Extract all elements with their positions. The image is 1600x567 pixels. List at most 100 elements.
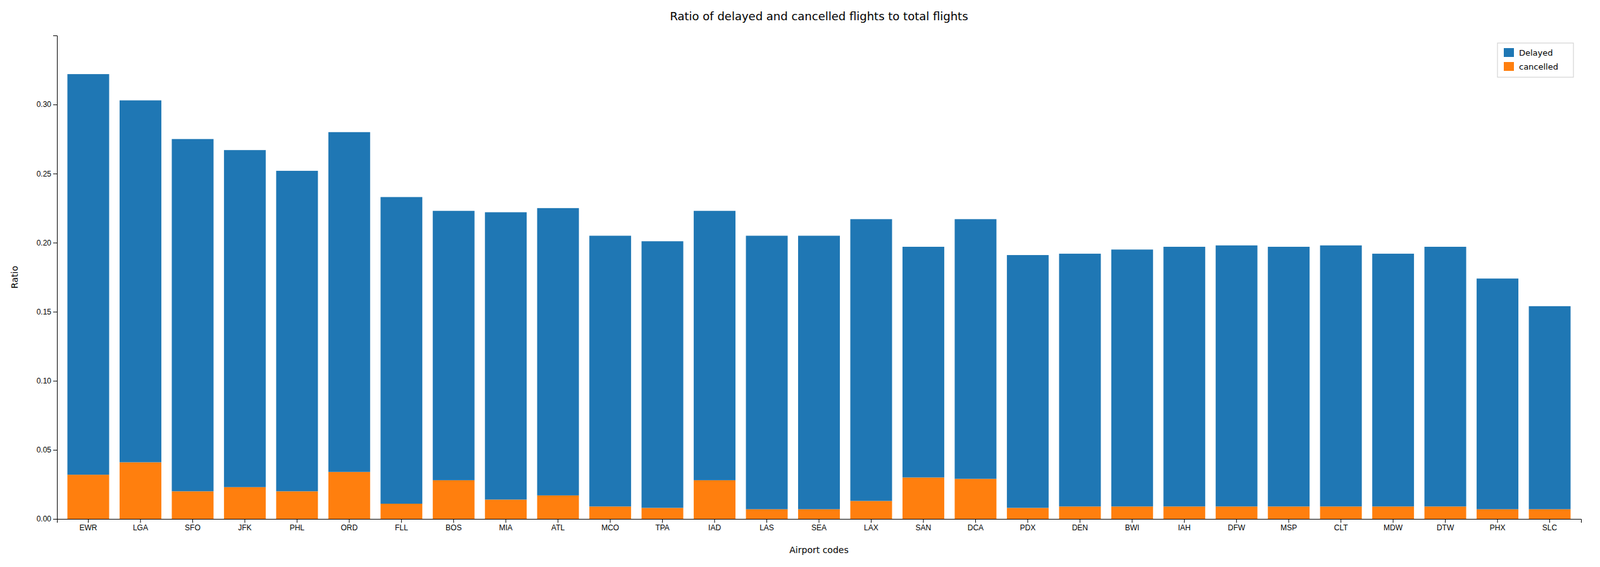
bar xyxy=(1372,506,1414,519)
chart: EWRLGASFOJFKPHLORDFLLBOSMIAATLMCOTPAIADL… xyxy=(0,0,1600,567)
bar xyxy=(1424,246,1467,507)
x-tick-mark xyxy=(1497,518,1499,523)
bar xyxy=(224,150,266,488)
x-tick: DEN xyxy=(1072,518,1088,533)
legend-label: Delayed xyxy=(1518,48,1554,58)
bar xyxy=(1006,508,1049,519)
x-tick: ATL xyxy=(551,518,565,533)
bar xyxy=(484,499,527,519)
bar xyxy=(328,472,371,519)
x-tick: FLL xyxy=(394,518,409,533)
x-tick: PDX xyxy=(1020,518,1037,533)
x-tick: MSP xyxy=(1280,518,1297,533)
axis-line xyxy=(57,519,1582,524)
x-tick-mark xyxy=(453,518,454,523)
x-tick: BOS xyxy=(445,518,462,533)
y-tick-mark xyxy=(53,312,57,313)
x-tick-label: PDX xyxy=(1020,523,1037,533)
bar xyxy=(432,210,475,481)
x-tick: EWR xyxy=(79,518,97,533)
x-tick-label: LGA xyxy=(132,523,149,533)
bar xyxy=(275,491,318,519)
x-tick-mark xyxy=(818,518,820,523)
legend-item: cancelled xyxy=(1503,62,1559,72)
x-tick: LAS xyxy=(759,518,775,533)
x-tick-label: IAD xyxy=(708,523,721,533)
legend: Delayed cancelled xyxy=(1497,43,1574,78)
y-tick-mark xyxy=(53,381,57,382)
x-tick-mark xyxy=(348,518,350,523)
x-tick: SFO xyxy=(184,518,201,533)
y-tick-label: 0.05 xyxy=(36,445,52,455)
x-tick-label: BOS xyxy=(445,523,462,533)
bar xyxy=(119,100,162,463)
x-tick-mark xyxy=(244,518,245,523)
x-axis-title: Airport codes xyxy=(789,544,849,556)
x-tick: DTW xyxy=(1436,518,1455,533)
x-tick-mark xyxy=(192,518,194,523)
y-tick-label: 0.30 xyxy=(36,100,52,109)
x-tick-mark xyxy=(1027,518,1028,523)
x-tick-mark xyxy=(1131,518,1133,523)
x-tick-mark xyxy=(766,518,768,523)
x-tick-label: JFK xyxy=(237,523,252,533)
x-tick: BWI xyxy=(1124,518,1140,533)
bar xyxy=(1372,253,1414,507)
bar xyxy=(641,241,684,508)
x-tick-mark xyxy=(505,518,507,523)
x-tick: CLT xyxy=(1334,518,1349,533)
x-tick: SLC xyxy=(1542,518,1558,533)
x-tick-label: MDW xyxy=(1383,523,1404,533)
bar xyxy=(537,208,580,496)
bar xyxy=(1006,255,1049,508)
x-tick-label: PHX xyxy=(1489,523,1506,533)
bar xyxy=(798,509,840,519)
bar xyxy=(380,196,423,504)
legend-swatch xyxy=(1503,48,1514,57)
y-tick-label: 0.20 xyxy=(36,238,52,248)
x-tick-mark xyxy=(1393,518,1394,523)
bar xyxy=(641,508,684,519)
y-axis-title: Ratio xyxy=(9,265,20,289)
x-tick-mark xyxy=(557,518,559,523)
bar xyxy=(798,236,840,510)
bar xyxy=(1320,506,1363,519)
x-tick: LGA xyxy=(132,518,149,533)
x-tick-mark xyxy=(1236,518,1237,523)
x-tick-label: DTW xyxy=(1436,523,1455,533)
x-tick-mark xyxy=(139,518,141,523)
y-tick-label: 0.25 xyxy=(36,169,52,179)
bar xyxy=(1163,246,1206,507)
x-tick-label: MCO xyxy=(601,523,619,533)
x-tick: IAD xyxy=(708,518,721,533)
y-tick-mark xyxy=(53,450,57,451)
y-tick-mark xyxy=(53,242,57,244)
x-tick-label: FLL xyxy=(394,523,409,533)
x-tick: PHL xyxy=(289,518,306,533)
x-tick-label: MIA xyxy=(499,523,513,533)
x-tick-label: DFW xyxy=(1227,523,1246,533)
y-axis: 0.000.050.100.150.200.250.30 xyxy=(36,36,58,525)
bar xyxy=(328,132,371,473)
x-tick: ORD xyxy=(340,518,358,533)
x-tick: DCA xyxy=(967,518,984,533)
bar xyxy=(1215,245,1258,507)
bar xyxy=(1111,506,1154,519)
bar xyxy=(1267,246,1310,507)
x-tick-label: MSP xyxy=(1280,523,1297,533)
bars xyxy=(67,74,1571,519)
bar xyxy=(275,170,318,492)
x-tick: SAN xyxy=(915,518,932,533)
bar xyxy=(954,479,997,519)
x-tick-label: SEA xyxy=(811,523,827,533)
bar xyxy=(746,236,788,510)
bar xyxy=(1058,506,1101,519)
y-tick-label: 0.15 xyxy=(36,307,52,317)
x-tick: JFK xyxy=(237,518,252,533)
x-tick-mark xyxy=(610,518,611,523)
bar xyxy=(171,139,214,492)
x-tick-label: SLC xyxy=(1542,523,1558,533)
y-tick: 0.25 xyxy=(36,169,57,179)
x-tick-mark xyxy=(922,518,924,523)
x-tick-label: PHL xyxy=(289,523,306,533)
